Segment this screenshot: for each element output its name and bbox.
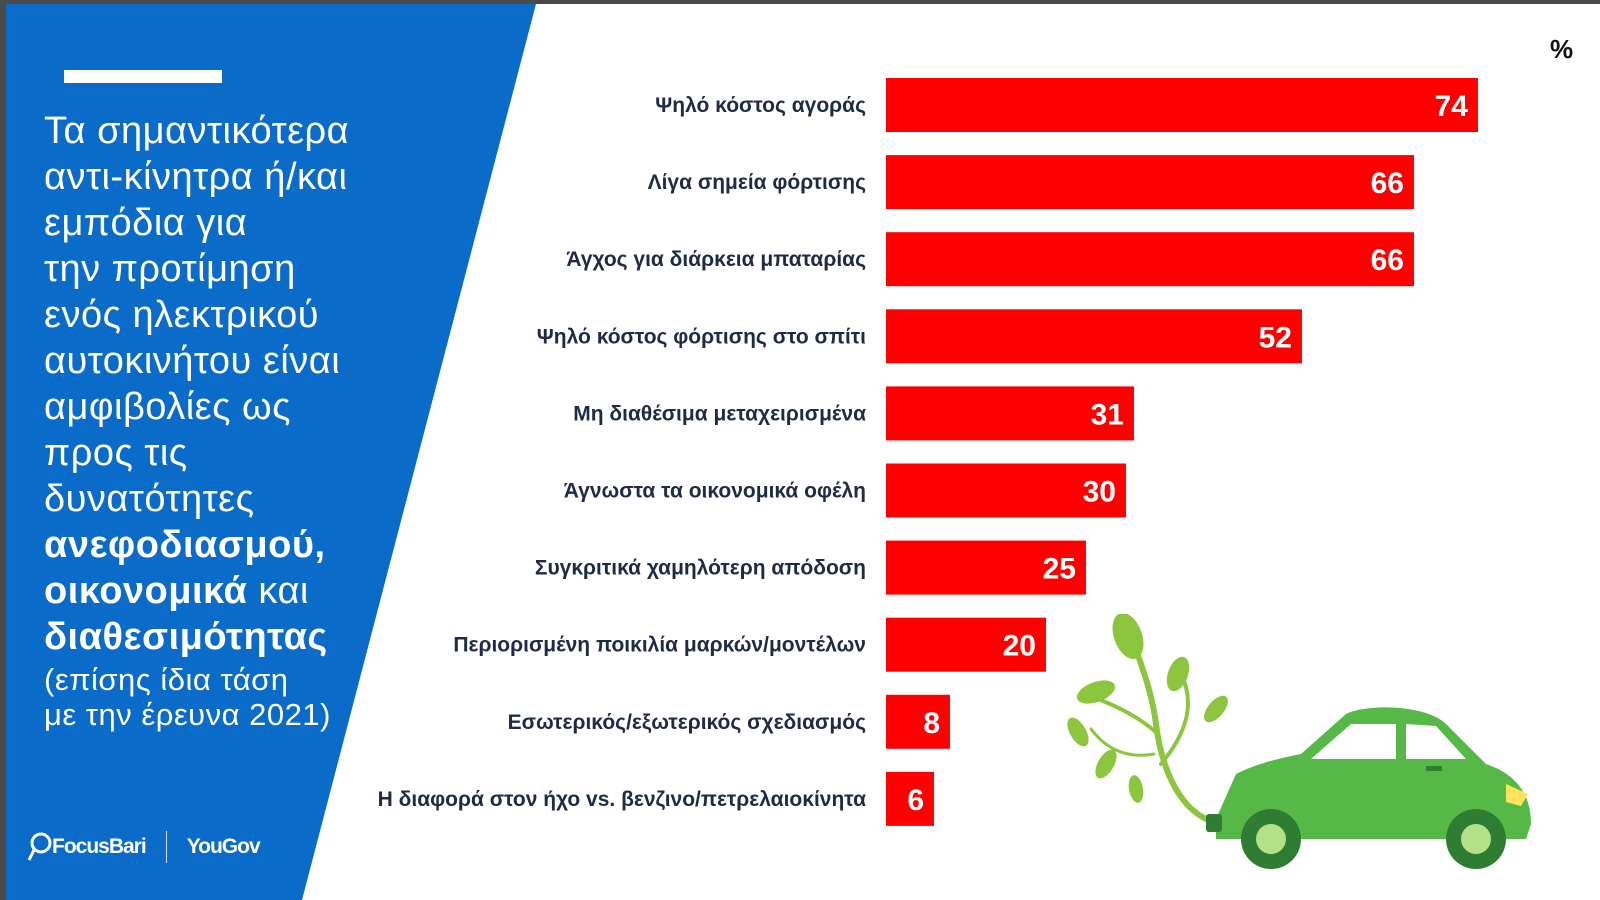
headline-line: Τα σημαντικότερα bbox=[44, 110, 350, 152]
headline-bold: οικονομικά bbox=[44, 570, 248, 612]
value-label: 20 bbox=[1003, 630, 1036, 663]
headline-line: δυνατότητες bbox=[44, 478, 255, 520]
bar bbox=[886, 232, 1414, 287]
bar bbox=[886, 617, 1046, 672]
category-label: Άγχος για διάρκεια μπαταρίας bbox=[566, 248, 866, 271]
bar bbox=[886, 540, 1086, 595]
blue-panel-shape bbox=[6, 4, 536, 900]
value-label: 74 bbox=[1435, 90, 1469, 123]
headline: Τα σημαντικότερα αντι-κίνητρα ή/και εμπό… bbox=[44, 108, 384, 732]
headline-line: αμφιβολίες ως bbox=[44, 386, 291, 428]
headline-line: αντι-κίνητρα ή/και bbox=[44, 156, 348, 198]
unit-label: % bbox=[1550, 34, 1574, 64]
category-label: Ψηλό κόστος φόρτισης στο σπίτι bbox=[537, 325, 866, 348]
headline-line: προς τις bbox=[44, 432, 188, 474]
logo-separator bbox=[165, 831, 167, 863]
leaf-icons bbox=[1067, 614, 1228, 803]
category-label: Άγνωστα τα οικονομικά οφέλη bbox=[564, 480, 866, 503]
slide: Τα σημαντικότερα αντι-κίνητρα ή/και εμπό… bbox=[6, 4, 1600, 900]
headline-line: αυτοκινήτου είναι bbox=[44, 340, 341, 382]
plant-icon bbox=[1084, 621, 1209, 822]
headline-line: εμπόδια για bbox=[44, 202, 248, 244]
focusbari-logo: FocusBari bbox=[52, 835, 147, 858]
category-label: Συγκριτικά χαμηλότερη απόδοση bbox=[535, 557, 866, 580]
category-label: Περιορισμένη ποικιλία μαρκών/μοντέλων bbox=[453, 634, 866, 657]
value-label: 66 bbox=[1371, 244, 1404, 277]
title-accent-bar bbox=[64, 70, 222, 83]
bar bbox=[886, 386, 1134, 441]
headline-line: ενός ηλεκτρικού bbox=[44, 294, 320, 336]
car-icon bbox=[1206, 707, 1531, 869]
value-label: 52 bbox=[1259, 321, 1292, 354]
yougov-logo: YouGov bbox=[186, 835, 261, 858]
headline-bold: διαθεσιμότητας bbox=[44, 616, 328, 658]
bar-chart: Ψηλό κόστος αγοράς 74 Λίγα σημεία φόρτισης… bbox=[378, 78, 1478, 826]
category-label: Λίγα σημεία φόρτισης bbox=[648, 171, 867, 194]
bar bbox=[886, 309, 1302, 364]
category-label: Η διαφορά στον ήχο vs. βενζινο/πετρελαιο… bbox=[378, 788, 866, 811]
value-label: 66 bbox=[1371, 167, 1404, 200]
value-label: 8 bbox=[923, 707, 940, 740]
bar bbox=[886, 771, 934, 826]
category-label: Εσωτερικός/εξωτερικός σχεδιασμός bbox=[508, 711, 866, 734]
value-label: 6 bbox=[907, 784, 924, 817]
headline-line: την προτίμηση bbox=[44, 248, 296, 290]
headline-subtext: (επίσης ίδια τάση με την έρευνα 2021) bbox=[44, 662, 384, 732]
category-label: Ψηλό κόστος αγοράς bbox=[655, 94, 866, 117]
bar bbox=[886, 694, 950, 749]
bar bbox=[886, 78, 1478, 132]
headline-sub-line: με την έρευνα 2021) bbox=[44, 697, 331, 732]
value-label: 31 bbox=[1091, 398, 1124, 431]
headline-sub-line: (επίσης ίδια τάση bbox=[44, 662, 289, 697]
headline-conj: και bbox=[247, 570, 309, 612]
logo-row: FocusBari YouGov bbox=[28, 830, 261, 864]
value-label: 25 bbox=[1043, 553, 1076, 586]
bar bbox=[886, 463, 1126, 518]
value-label: 30 bbox=[1083, 476, 1116, 509]
blue-panel bbox=[6, 4, 536, 900]
green-car-illustration bbox=[1067, 614, 1531, 869]
category-label: Μη διαθέσιμα μεταχειρισμένα bbox=[573, 402, 866, 425]
headline-bold: ανεφοδιασμού, bbox=[44, 524, 326, 566]
bar bbox=[886, 155, 1414, 210]
focusbari-magnifier-icon bbox=[28, 832, 52, 861]
